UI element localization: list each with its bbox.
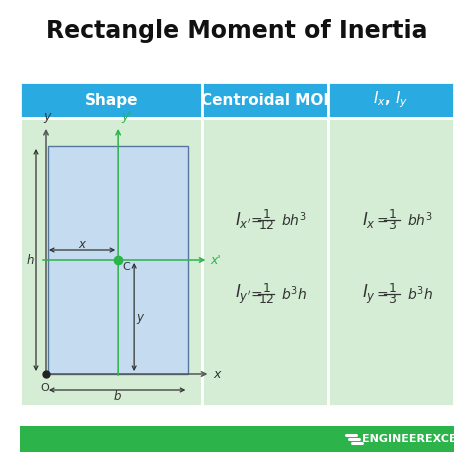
Text: ENGINEEREXCEL: ENGINEEREXCEL	[362, 434, 464, 444]
Text: y': y'	[121, 110, 132, 123]
Text: $bh^3$: $bh^3$	[281, 211, 307, 229]
Text: x: x	[79, 237, 86, 250]
Text: $I_{x'}$: $I_{x'}$	[235, 210, 252, 230]
Bar	[20, 118, 202, 406]
Text: b: b	[113, 390, 121, 402]
Text: $1$: $1$	[262, 208, 271, 221]
Text: O: O	[41, 383, 49, 393]
Text: x': x'	[210, 254, 221, 266]
Text: $bh^3$: $bh^3$	[407, 211, 433, 229]
Text: $b^3h$: $b^3h$	[407, 285, 433, 303]
Text: $1$: $1$	[262, 282, 271, 295]
Bar	[328, 118, 454, 406]
Text: $3$: $3$	[388, 293, 397, 306]
Text: Rectangle Moment of Inertia: Rectangle Moment of Inertia	[46, 19, 428, 43]
Text: $=$: $=$	[374, 213, 389, 227]
Text: y: y	[137, 310, 144, 323]
Bar	[328, 82, 454, 118]
Bar	[20, 426, 454, 452]
Text: Centroidal MOI: Centroidal MOI	[201, 92, 329, 108]
Text: $=$: $=$	[374, 287, 389, 301]
Text: $12$: $12$	[258, 219, 274, 232]
Text: $b^3h$: $b^3h$	[281, 285, 308, 303]
Text: $1$: $1$	[388, 208, 396, 221]
Text: $12$: $12$	[258, 293, 274, 306]
Bar	[202, 118, 328, 406]
Text: C: C	[122, 262, 130, 272]
Text: Shape: Shape	[84, 92, 138, 108]
Text: h: h	[26, 254, 34, 266]
Text: $I_x$: $I_x$	[362, 210, 376, 230]
Bar	[20, 82, 202, 118]
Text: $\it{I_x}$, $\it{I_y}$: $\it{I_x}$, $\it{I_y}$	[374, 90, 409, 110]
Text: $I_y$: $I_y$	[362, 283, 376, 306]
Text: y: y	[43, 110, 51, 123]
Text: x: x	[213, 367, 221, 381]
Text: $1$: $1$	[388, 282, 396, 295]
Text: $I_{y'}$: $I_{y'}$	[235, 283, 252, 306]
Bar	[202, 82, 328, 118]
Bar	[48, 146, 188, 374]
Text: $=$: $=$	[248, 287, 263, 301]
Text: $3$: $3$	[388, 219, 397, 232]
Text: $=$: $=$	[248, 213, 263, 227]
